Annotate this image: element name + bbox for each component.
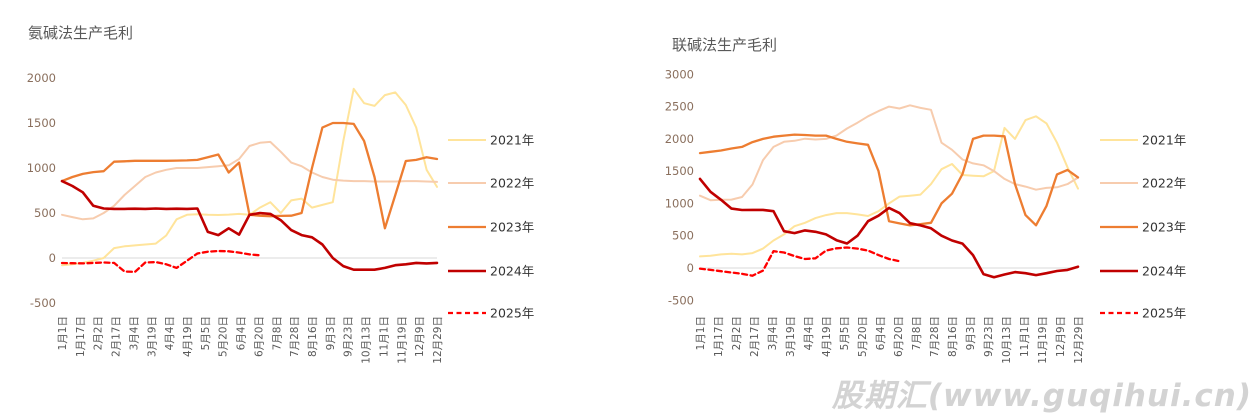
x-tick-label: 8月16日 [307, 316, 319, 357]
x-tick-label: 1月17日 [75, 316, 87, 357]
x-tick-label: 7月8日 [271, 316, 283, 350]
y-tick-label: 1000 [27, 161, 56, 175]
x-tick-label: 6月4日 [236, 316, 248, 350]
y-tick-label: -500 [30, 296, 56, 310]
x-tick-label: 6月20日 [893, 316, 905, 357]
x-tick-label: 4月4日 [803, 316, 815, 350]
x-tick-label: 3月19日 [146, 316, 158, 357]
series-line-2025年 [60, 249, 262, 274]
series-line-2021年 [699, 115, 1079, 258]
x-tick-label: 5月20日 [857, 316, 869, 357]
x-tick-label: 2月17日 [111, 316, 123, 357]
x-tick-label: 1月17日 [713, 316, 725, 357]
x-tick-label: 9月23日 [343, 316, 355, 357]
y-tick-label: 3000 [665, 67, 694, 81]
series-line-2024年 [698, 177, 1080, 279]
y-tick-label: -500 [668, 293, 694, 307]
x-tick-label: 2月2日 [731, 316, 743, 350]
x-tick-label: 7月28日 [929, 316, 941, 357]
x-tick-label: 4月19日 [182, 316, 194, 357]
series-line-2023年 [698, 133, 1080, 227]
legend-label-2024年: 2024年 [490, 264, 534, 279]
series-line-2022年 [699, 104, 1079, 202]
x-tick-label: 9月3日 [325, 316, 337, 350]
y-tick-label: 1500 [665, 164, 694, 178]
chart-title: 氨碱法生产毛利 [28, 24, 133, 42]
x-tick-label: 5月5日 [200, 316, 212, 350]
y-tick-label: 0 [49, 251, 56, 265]
y-tick-label: 2000 [27, 71, 56, 85]
x-tick-label: 12月9日 [414, 316, 426, 357]
x-tick-label: 10月13日 [361, 316, 373, 364]
y-tick-label: 2500 [665, 100, 694, 114]
legend-label-2022年: 2022年 [1142, 176, 1186, 191]
x-tick-label: 11月19日 [1037, 316, 1049, 364]
x-tick-label: 4月19日 [821, 316, 833, 357]
x-tick-label: 1月1日 [695, 316, 707, 350]
x-tick-label: 7月8日 [911, 316, 923, 350]
chart-combined-soda-gross-profit: 联碱法生产毛利 3000 2500 2000 1500 1000 500 0 -500 1月1日 1… [650, 14, 1258, 410]
legend-label-2022年: 2022年 [490, 176, 534, 191]
x-tick-label: 3月19日 [785, 316, 797, 357]
x-tick-label: 12月29日 [1073, 316, 1085, 364]
x-tick-label: 3月4日 [128, 316, 140, 350]
x-tick-label: 3月4日 [767, 316, 779, 350]
legend-label-2023年: 2023年 [1142, 220, 1186, 235]
legend-label-2025年: 2025年 [490, 306, 534, 321]
x-tick-label: 1月1日 [57, 316, 69, 350]
x-tick-label: 12月29日 [432, 316, 444, 364]
legend-label-2021年: 2021年 [490, 133, 534, 148]
watermark: 股期汇(www.guqihui.cn) [831, 378, 1252, 414]
series-line-2024年 [60, 179, 439, 271]
y-tick-label: 0 [687, 261, 694, 275]
x-tick-label: 6月20日 [253, 316, 265, 357]
x-tick-label: 5月5日 [839, 316, 851, 350]
x-tick-label: 12月9日 [1055, 316, 1067, 357]
legend-label-2024年: 2024年 [1142, 264, 1186, 279]
series-line-2021年 [61, 87, 438, 267]
legend-label-2025年: 2025年 [1142, 306, 1186, 321]
x-tick-label: 7月28日 [289, 316, 301, 357]
x-tick-label: 11月19日 [396, 316, 408, 364]
y-tick-label: 2000 [665, 132, 694, 146]
chart-ammonia-soda-gross-profit: 氨碱法生产毛利 2000 1500 1000 500 0 -500 1月1日 1月17日 2月2日… [20, 14, 568, 410]
x-tick-label: 8月16日 [947, 316, 959, 357]
x-tick-label: 6月4日 [875, 316, 887, 350]
series-line-2025年 [698, 246, 901, 277]
x-tick-label: 2月2日 [93, 316, 105, 350]
x-tick-label: 5月20日 [218, 316, 230, 357]
x-tick-label: 9月23日 [983, 316, 995, 357]
x-tick-label: 4月4日 [164, 316, 176, 350]
series-line-2023年 [60, 121, 439, 230]
y-tick-label: 500 [34, 206, 56, 220]
x-tick-label: 9月3日 [965, 316, 977, 350]
y-tick-label: 1000 [665, 196, 694, 210]
y-tick-label: 1500 [27, 116, 56, 130]
x-tick-label: 11月1日 [378, 316, 390, 357]
x-tick-label: 11月1日 [1019, 316, 1031, 357]
x-tick-label: 2月17日 [749, 316, 761, 357]
chart-title: 联碱法生产毛利 [672, 36, 777, 54]
legend-label-2021年: 2021年 [1142, 133, 1186, 148]
y-tick-label: 500 [672, 229, 694, 243]
x-tick-label: 10月13日 [1001, 316, 1013, 364]
legend-label-2023年: 2023年 [490, 220, 534, 235]
